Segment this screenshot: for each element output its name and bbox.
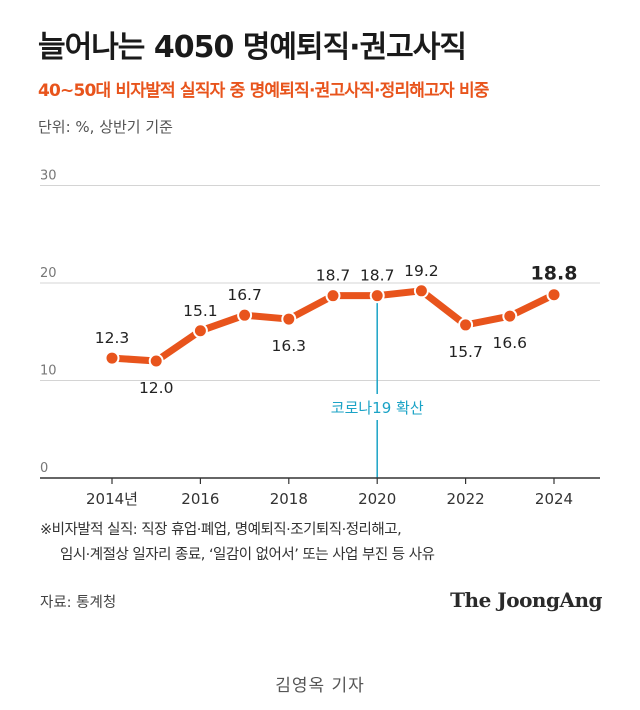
publisher-logo: The JoongAng [450,588,602,612]
y-tick-label-0: 0 [40,461,48,476]
data-label-2015: 12.0 [139,379,174,397]
line-chart: 코로나19 확산 12.3 12.0 15.1 16.7 16.3 18.7 18.7 19.… [40,169,600,508]
infographic-card: 늘어나는 4050 명예퇴직·권고사직 40~50대 비자발적 실직자 중 명예… [38,30,603,612]
y-tick-label-20: 20 [40,266,57,281]
x-tick-label-2018: 2018 [270,490,308,508]
chart-subtitle: 40~50대 비자발적 실직자 중 명예퇴직·권고사직·정리해고자 비중 [38,81,489,101]
x-tick-label-2024: 2024 [535,490,573,508]
annotation-layer: 코로나19 확산 [321,294,434,478]
footnote-line-1: ※비자발적 실직: 직장 휴업·폐업, 명예퇴직·조기퇴직·정리해고, [40,522,402,538]
data-point-2018 [281,311,297,327]
annotation-label: 코로나19 확산 [331,399,424,417]
data-label-2017: 16.7 [227,286,262,304]
data-point-2024 [546,287,562,303]
data-label-2014: 12.3 [95,329,130,347]
data-label-2023: 16.6 [493,334,528,352]
x-tick-label-2020: 2020 [358,490,396,508]
data-label-2022: 15.7 [448,343,483,361]
data-label-2019: 18.7 [316,267,351,285]
data-label-2016: 15.1 [183,302,218,320]
data-label-2020: 18.7 [360,267,395,285]
data-point-2014 [104,350,120,366]
data-label-layer: 12.3 12.0 15.1 16.7 16.3 18.7 18.7 19.2 15.7 16.6… [95,262,578,397]
annotation-label-bg [321,394,434,420]
y-tick-label-30: 30 [40,169,57,184]
data-point-2020 [369,288,385,304]
data-point-2016 [192,323,208,339]
reporter-credit: 김영옥 기자 [275,676,365,696]
footnote-line-2: 임시·계절상 일자리 종료, ‘일감이 없어서’ 또는 사업 부진 등 사유 [60,547,435,563]
x-tick-label-2022: 2022 [447,490,485,508]
data-point-2022 [458,317,474,333]
axis-layer: 0 10 20 30 2014년 2016 2018 2020 2022 2024 [40,169,600,508]
y-tick-label-10: 10 [40,364,57,379]
data-label-2018: 16.3 [272,337,307,355]
data-label-2024: 18.8 [531,263,578,285]
x-tick-label-2016: 2016 [181,490,219,508]
grid-layer [40,185,600,381]
data-point-2023 [502,308,518,324]
data-point-2019 [325,288,341,304]
source-note: 자료: 통계청 [40,595,117,611]
chart-title: 늘어나는 4050 명예퇴직·권고사직 [38,30,467,65]
x-tick-label-2014: 2014년 [86,490,138,508]
series-layer [104,283,562,369]
data-point-2015 [148,353,164,369]
data-point-2021 [413,283,429,299]
data-point-2017 [237,307,253,323]
footnote: ※비자발적 실직: 직장 휴업·폐업, 명예퇴직·조기퇴직·정리해고, 임시·계… [40,518,435,568]
unit-note: 단위: %, 상반기 기준 [38,118,173,136]
data-label-2021: 19.2 [404,262,439,280]
